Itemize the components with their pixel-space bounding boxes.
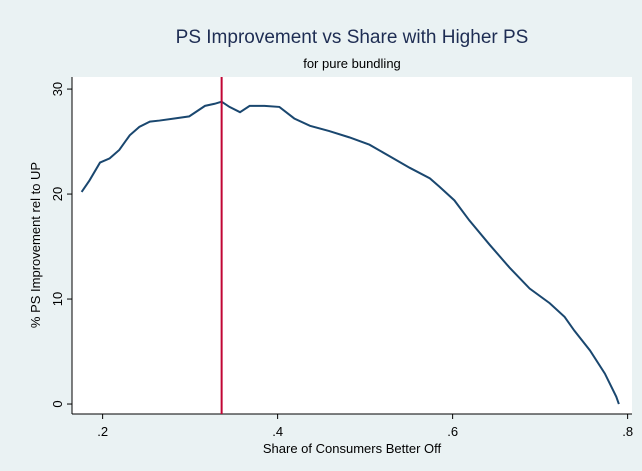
plot-area — [72, 77, 632, 414]
chart-title: PS Improvement vs Share with Higher PS — [176, 27, 529, 48]
x-tick-label: .2 — [97, 424, 108, 439]
x-tick-label: .6 — [447, 424, 458, 439]
y-tick-label: 0 — [50, 400, 65, 407]
data-line — [80, 100, 620, 405]
y-axis-label: % PS Improvement rel to UP — [28, 162, 43, 328]
y-tick-label: 10 — [50, 292, 65, 306]
chart-subtitle: for pure bundling — [303, 56, 401, 71]
x-axis-label: Share of Consumers Better Off — [263, 441, 442, 456]
y-tick-label: 30 — [50, 82, 65, 96]
x-tick-label: .4 — [272, 424, 283, 439]
y-tick-label: 20 — [50, 187, 65, 201]
x-tick-label: .8 — [622, 424, 633, 439]
